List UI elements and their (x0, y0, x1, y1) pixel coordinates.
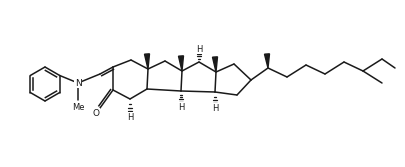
Text: H: H (212, 104, 218, 113)
Polygon shape (179, 56, 183, 71)
Text: H: H (127, 113, 133, 122)
Text: N: N (75, 78, 81, 88)
Polygon shape (264, 54, 269, 68)
Polygon shape (213, 57, 217, 72)
Text: H: H (196, 44, 202, 53)
Text: H: H (178, 103, 184, 112)
Text: O: O (92, 109, 100, 118)
Polygon shape (145, 54, 149, 69)
Text: Me: Me (72, 103, 84, 112)
